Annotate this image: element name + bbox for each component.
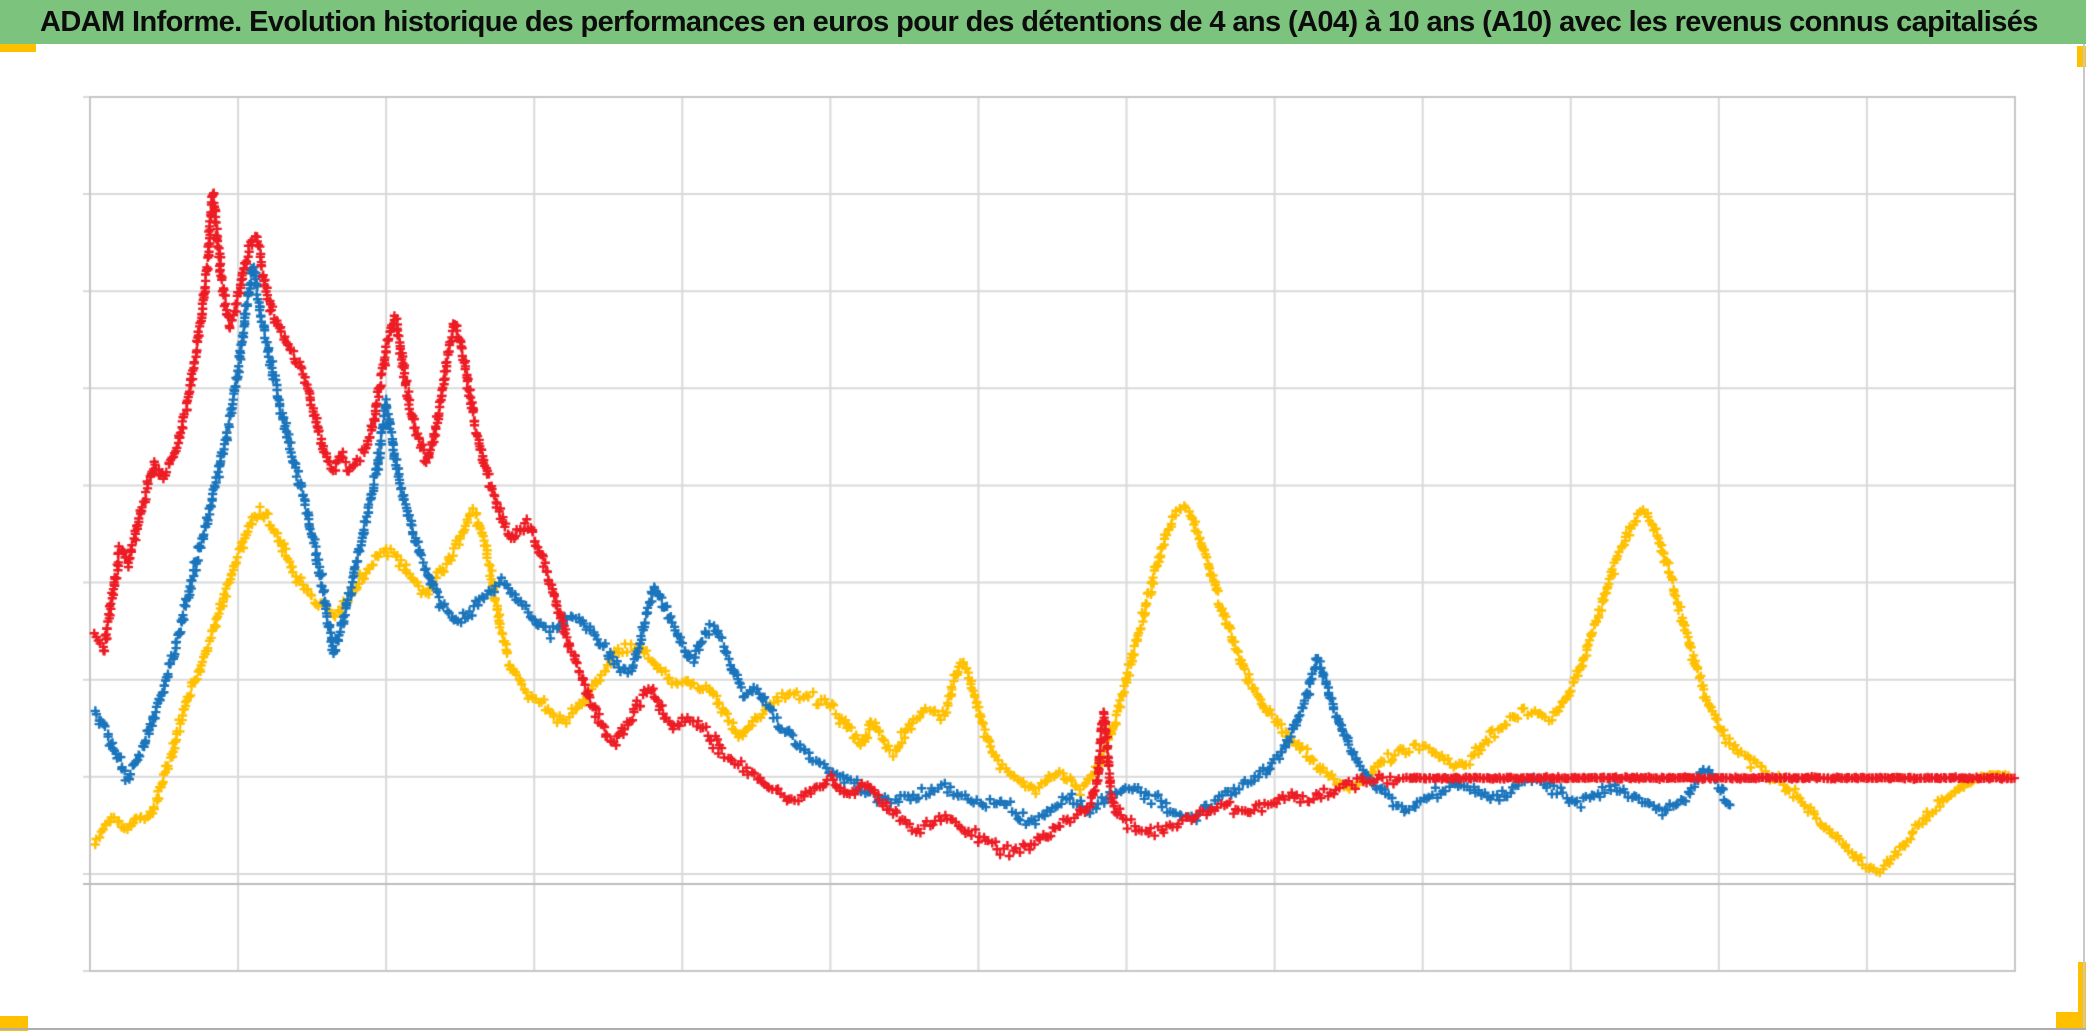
gold-accent-top-left xyxy=(0,44,36,52)
sheet-edge-bottom xyxy=(0,1028,2086,1030)
gold-accent-right-foot xyxy=(2056,1012,2086,1030)
gold-accent-right-bar xyxy=(2078,962,2086,1020)
gold-accent-top-right xyxy=(2077,46,2086,67)
gold-accent-bottom-left xyxy=(0,1016,28,1031)
sheet-edge-right xyxy=(2083,44,2085,1029)
